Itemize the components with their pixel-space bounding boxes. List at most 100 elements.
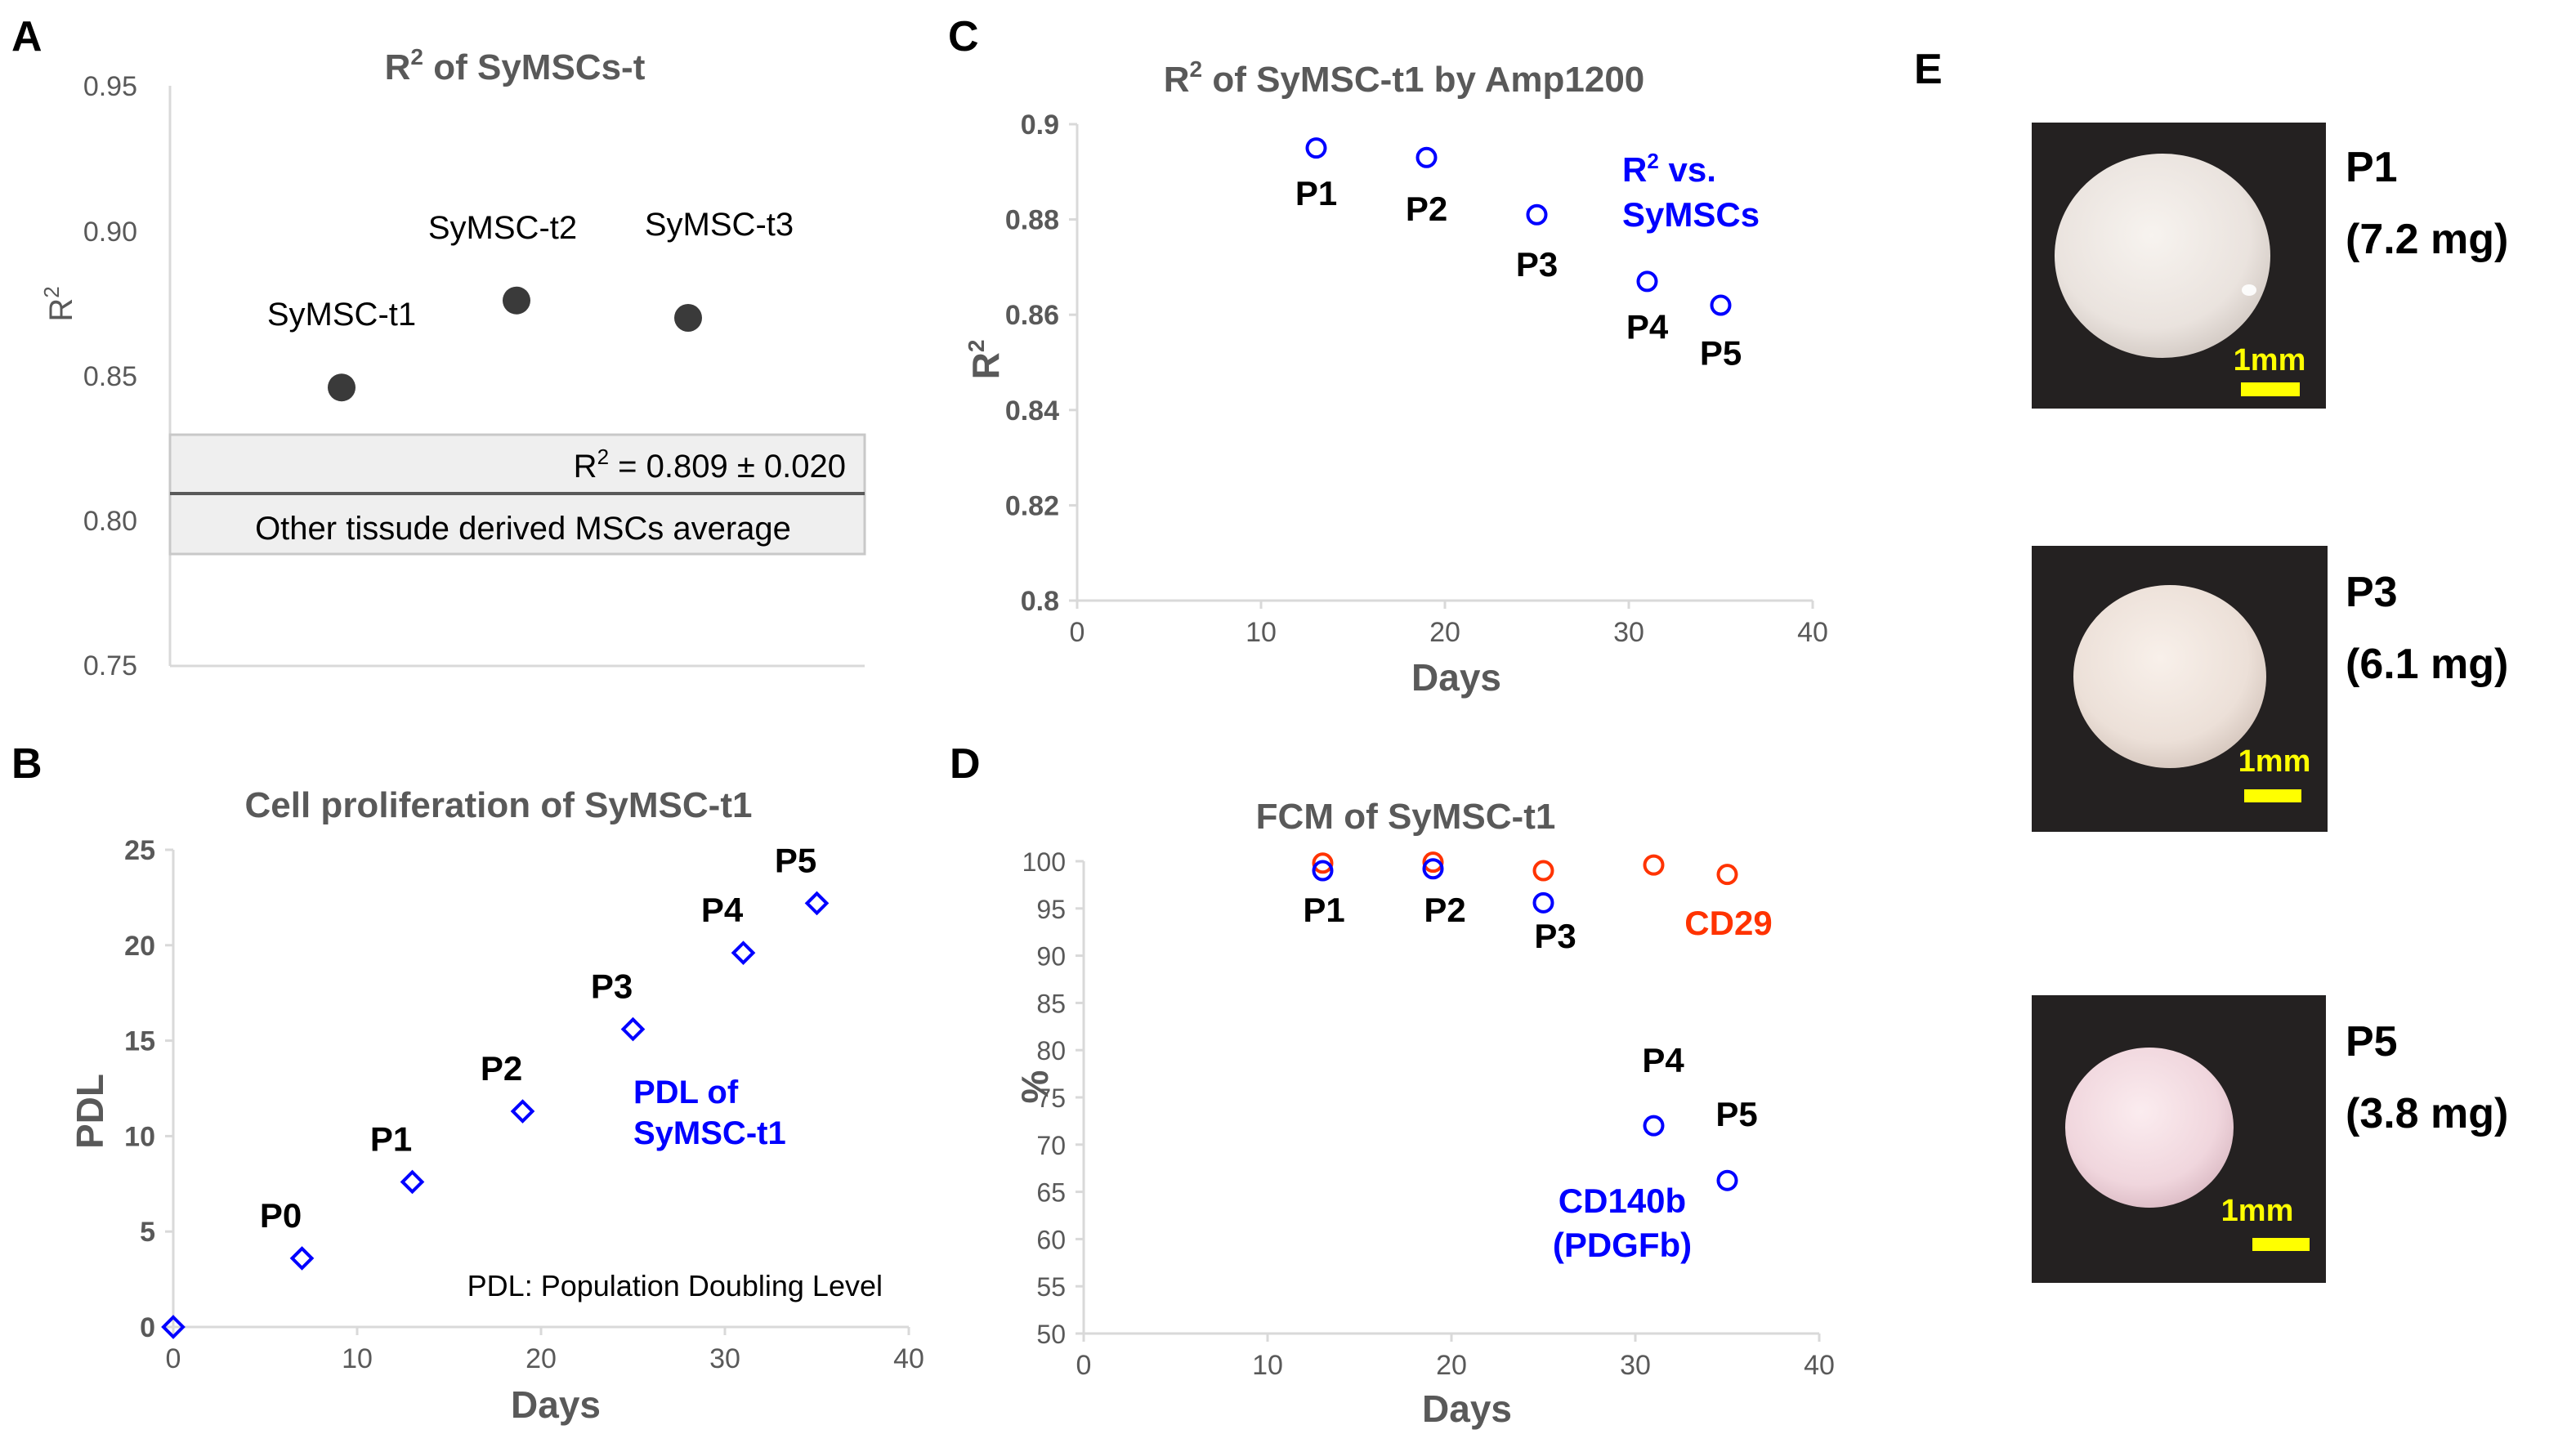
b-data-point — [804, 891, 830, 916]
a-point-label: SyMSC-t2 — [428, 210, 577, 246]
a-ytick-label: 0.75 — [83, 650, 137, 681]
b-point-label: P3 — [591, 967, 633, 1006]
b-ytick-label: 25 — [124, 835, 155, 866]
c-ytick-label: 0.8 — [1021, 586, 1059, 617]
panel-b-series-label: PDL of — [633, 1074, 739, 1110]
c-data-point — [1305, 137, 1327, 159]
d-ytick-label: 50 — [1036, 1320, 1066, 1349]
panel-a-y-ticks: 0.95 0.90 0.85 0.80 0.75 — [83, 71, 137, 681]
d-ytick-label: 60 — [1036, 1225, 1066, 1254]
e-mass-label: (6.1 mg) — [2346, 641, 2508, 688]
b-data-point — [510, 1099, 535, 1124]
panel-c-points: P1 P2 P3 P4 P5 — [1295, 137, 1742, 373]
c-point-label: P2 — [1406, 190, 1447, 228]
e-mass-label: (3.8 mg) — [2346, 1090, 2508, 1137]
d-point-label: P3 — [1534, 917, 1576, 955]
photo-p5: 1mm — [2032, 995, 2326, 1283]
panel-d-x-axis-label: Days — [1422, 1387, 1512, 1430]
b-ytick-label: 10 — [124, 1121, 155, 1152]
b-point-label: P1 — [370, 1119, 412, 1158]
scale-bar-label: 1mm — [2238, 744, 2311, 779]
a-data-point — [503, 286, 530, 315]
c-xtick-label: 0 — [1070, 617, 1085, 648]
d-ytick-label: 85 — [1036, 989, 1066, 1018]
b-xtick-label: 30 — [709, 1343, 740, 1374]
panel-d-points — [1312, 851, 1738, 1191]
b-point-label: P2 — [481, 1049, 522, 1088]
a-ytick-label: 0.85 — [83, 361, 137, 392]
c-xtick-label: 40 — [1797, 617, 1828, 648]
scale-bar — [2241, 382, 2300, 396]
b-point-label: P4 — [701, 891, 744, 929]
b-data-point — [161, 1315, 186, 1339]
c-data-point — [1710, 294, 1732, 316]
panel-b-title: Cell proliferation of SyMSC-t1 — [245, 785, 753, 825]
d-cd140b-point — [1422, 858, 1444, 880]
panel-b-x-axis-label: Days — [511, 1383, 601, 1426]
panel-b: B Cell proliferation of SyMSC-t1 PDL Day… — [11, 740, 924, 1426]
a-ytick-label: 0.95 — [83, 71, 137, 102]
scale-bar — [2244, 789, 2301, 802]
panel-a: A R2 of SyMSCs-t R2 0.95 0.90 0.85 0.80 … — [11, 13, 866, 681]
b-data-point — [620, 1016, 646, 1042]
d-cd29-point — [1312, 852, 1334, 874]
b-ytick-label: 0 — [140, 1312, 155, 1343]
b-ytick-label: 20 — [124, 931, 155, 962]
b-data-point — [731, 940, 756, 965]
e-passage-label: P5 — [2346, 1018, 2398, 1066]
b-data-point — [289, 1246, 315, 1271]
panel-d-cd140b-label: CD140b — [1559, 1182, 1686, 1220]
panel-d: D FCM of SyMSC-t1 % Days 0 10 20 30 40 50 55 60… — [950, 740, 1835, 1430]
panel-c-axes: 0 10 20 30 40 0.8 0.82 0.84 0.86 0.88 0.9 — [1005, 109, 1828, 648]
d-cd29-point — [1532, 860, 1554, 882]
panel-c-letter: C — [948, 13, 979, 60]
panel-c-x-axis-label: Days — [1411, 656, 1501, 699]
c-ytick-label: 0.82 — [1005, 490, 1059, 521]
gel-pellet — [2073, 585, 2266, 768]
panel-d-axes: 0 10 20 30 40 50 55 60 65 70 75 80 85 90 95 100 — [1022, 847, 1835, 1381]
d-ytick-label: 100 — [1022, 847, 1066, 877]
d-ytick-label: 55 — [1036, 1272, 1066, 1302]
d-cd140b-point — [1312, 860, 1334, 882]
d-cd29-point — [1716, 864, 1738, 886]
d-xtick-label: 20 — [1436, 1350, 1467, 1381]
panel-b-points: P0 P1 P2 P3 P4 P5 — [161, 841, 830, 1339]
b-data-point — [400, 1169, 425, 1195]
panel-a-letter: A — [11, 13, 42, 60]
a-data-point — [328, 373, 356, 402]
a-ytick-label: 0.80 — [83, 506, 137, 537]
b-ytick-label: 5 — [140, 1217, 155, 1248]
photo-p1: 1mm — [2032, 123, 2326, 409]
panel-c: C R2 of SyMSC-t1 by Amp1200 R2 Days 0 10 2… — [948, 13, 1828, 699]
b-xtick-label: 10 — [342, 1343, 373, 1374]
c-ytick-label: 0.86 — [1005, 300, 1059, 331]
e-passage-label: P3 — [2346, 569, 2398, 616]
d-xtick-label: 30 — [1620, 1350, 1651, 1381]
c-ytick-label: 0.88 — [1005, 205, 1059, 236]
panel-b-y-axis-label: PDL — [69, 1074, 111, 1149]
b-xtick-label: 0 — [166, 1343, 181, 1374]
panel-c-y-axis-label: R2 — [964, 340, 1007, 380]
panel-a-points — [328, 286, 702, 402]
panel-c-title: R2 of SyMSC-t1 by Amp1200 — [1164, 56, 1645, 100]
panel-d-y-axis-label: % — [1013, 1070, 1056, 1104]
d-ytick-label: 95 — [1036, 895, 1066, 924]
d-point-label: P4 — [1642, 1041, 1684, 1079]
d-xtick-label: 10 — [1252, 1350, 1283, 1381]
b-xtick-label: 20 — [525, 1343, 557, 1374]
d-xtick-label: 40 — [1804, 1350, 1835, 1381]
c-data-point — [1526, 203, 1548, 226]
panel-c-legend: R2 vs. — [1622, 149, 1716, 189]
d-cd29-point — [1422, 851, 1444, 873]
panel-a-reference-label: Other tissude derived MSCs average — [255, 511, 791, 547]
a-point-label: SyMSC-t1 — [267, 297, 416, 333]
b-point-label: P5 — [775, 841, 816, 879]
c-data-point — [1636, 270, 1658, 293]
c-xtick-label: 10 — [1246, 617, 1277, 648]
panel-e-letter: E — [1914, 46, 1943, 93]
d-ytick-label: 70 — [1036, 1131, 1066, 1160]
photo-p3: 1mm — [2032, 546, 2328, 832]
a-ytick-label: 0.90 — [83, 217, 137, 248]
d-xtick-label: 0 — [1076, 1350, 1092, 1381]
